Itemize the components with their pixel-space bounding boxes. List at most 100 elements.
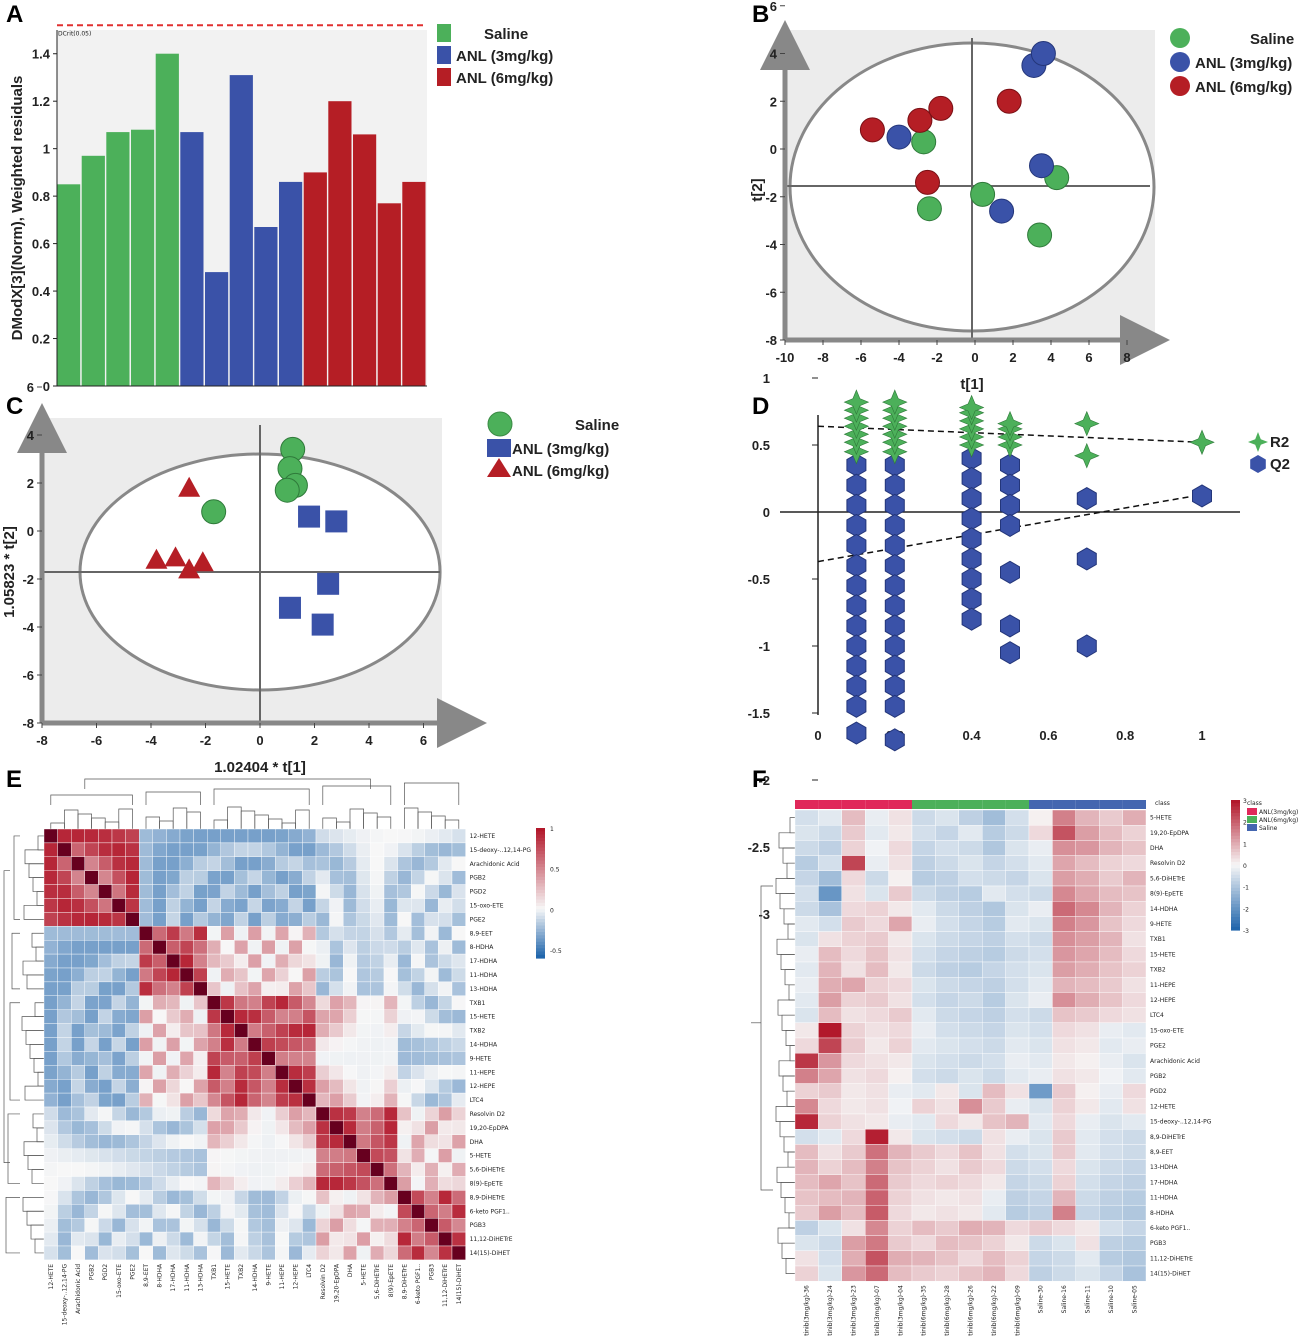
heatmap-cell [794,1265,819,1282]
heatmap-cell [1028,855,1053,871]
column-label: PGE2 [129,1264,136,1280]
heatmap-cell [84,856,99,871]
r2-point [1189,429,1215,456]
heatmap-cell [865,809,889,826]
heatmap-cell [424,870,439,885]
heatmap-cell [383,1162,398,1177]
heatmap-cell [1005,1174,1030,1191]
heatmap-cell [70,1148,85,1163]
y-tick-label: 1.4 [32,47,51,62]
colorbar-segment [536,925,545,930]
y-tick-label: 1 [43,142,50,157]
heatmap-cell [1075,1159,1100,1175]
heatmap-cell [193,898,208,913]
heatmap-cell [84,1204,99,1219]
heatmap-cell [370,1023,385,1038]
heatmap-cell [1122,1204,1147,1221]
y-tick-label: 1.2 [32,94,50,109]
heatmap-cell [424,1217,439,1233]
heatmap-cell [1098,916,1123,932]
heatmap-cell [911,1204,936,1221]
heatmap-cell [179,1051,194,1066]
heatmap-cell [193,995,208,1010]
heatmap-cell [288,1176,303,1191]
heatmap-cell [411,828,426,844]
dendrogram-branch [785,1258,795,1274]
heatmap-cell [166,953,181,969]
heatmap-cell [343,1204,358,1219]
q2-point [1076,487,1097,511]
heatmap-cell [818,1189,843,1206]
heatmap-cell [261,1065,276,1080]
row-label: 13-HDHA [470,986,498,993]
heatmap-cell [315,1078,330,1094]
heatmap-cell [125,1204,140,1219]
heatmap-cell [888,931,913,947]
panel-label-f: F [752,766,767,793]
heatmap-cell [451,926,466,941]
heatmap-cell [275,842,290,858]
q2-point [846,721,867,745]
heatmap-cell [138,1106,153,1122]
heatmap-cell [370,926,385,941]
dendrogram-branch [31,1169,44,1184]
heatmap-cell [166,1176,181,1191]
heatmap-cell [329,1037,344,1052]
heatmap-cell [411,995,426,1010]
heatmap-cell [98,1092,113,1108]
dendrogram-branch [785,1030,795,1046]
heatmap-cell [411,1162,426,1177]
colorbar-segment [1231,852,1240,856]
heatmap-cell [220,1176,235,1191]
heatmap-cell [125,1023,140,1038]
dendrogram-branch [22,1197,44,1212]
heatmap-cell [1098,1265,1123,1282]
heatmap-cell [125,953,140,969]
heatmap-cell [152,898,167,913]
heatmap-cell [220,1051,235,1066]
heatmap-cell [982,1174,1006,1191]
column-label: 11-HEPE [279,1264,286,1290]
heatmap-cell [1052,1098,1077,1115]
heatmap-cell [370,1065,385,1080]
x-tick-label: 4 [1047,350,1055,365]
heatmap-cell [179,926,194,941]
heatmap-cell [315,1009,330,1024]
bar-anl-3mg-kg--1 [180,132,204,386]
row-label: 12-HEPE [470,1083,496,1090]
heatmap-cell [193,926,208,941]
heatmap-cell [343,981,358,997]
heatmap-cell [275,926,290,941]
heatmap-cell [1075,946,1100,963]
heatmap-cell [383,1217,398,1233]
heatmap-cell [179,981,194,997]
heatmap-cell [911,931,936,947]
column-label: 13-HDHA [197,1263,204,1291]
colorbar-tick-label: 0 [550,907,554,914]
heatmap-cell [841,1189,866,1206]
heatmap-cell [125,1051,140,1066]
heatmap-cell [138,1037,153,1052]
heatmap-cell [1028,1220,1053,1236]
heatmap-cell [125,1217,140,1233]
heatmap-cell [841,1235,866,1251]
heatmap-cell [451,1092,466,1108]
heatmap-cell [247,940,262,955]
heatmap-cell [220,926,235,941]
heatmap-cell [411,1120,426,1136]
heatmap-cell [411,967,426,983]
heatmap-cell [911,825,936,841]
colorbar-segment [536,854,545,858]
heatmap-cell [370,912,385,927]
heatmap-cell [343,1092,358,1108]
heatmap-cell [57,953,72,969]
heatmap-cell [841,931,866,947]
heatmap-cell [98,1231,113,1247]
y-tick-label: 4 [770,47,778,62]
heatmap-cell [329,1065,344,1080]
heatmap-cell [1098,1083,1123,1099]
row-label: Resolvin D2 [1150,860,1186,867]
heatmap-cell [982,916,1006,932]
heatmap-cell [1005,1052,1030,1069]
heatmap-cell [152,1106,167,1122]
